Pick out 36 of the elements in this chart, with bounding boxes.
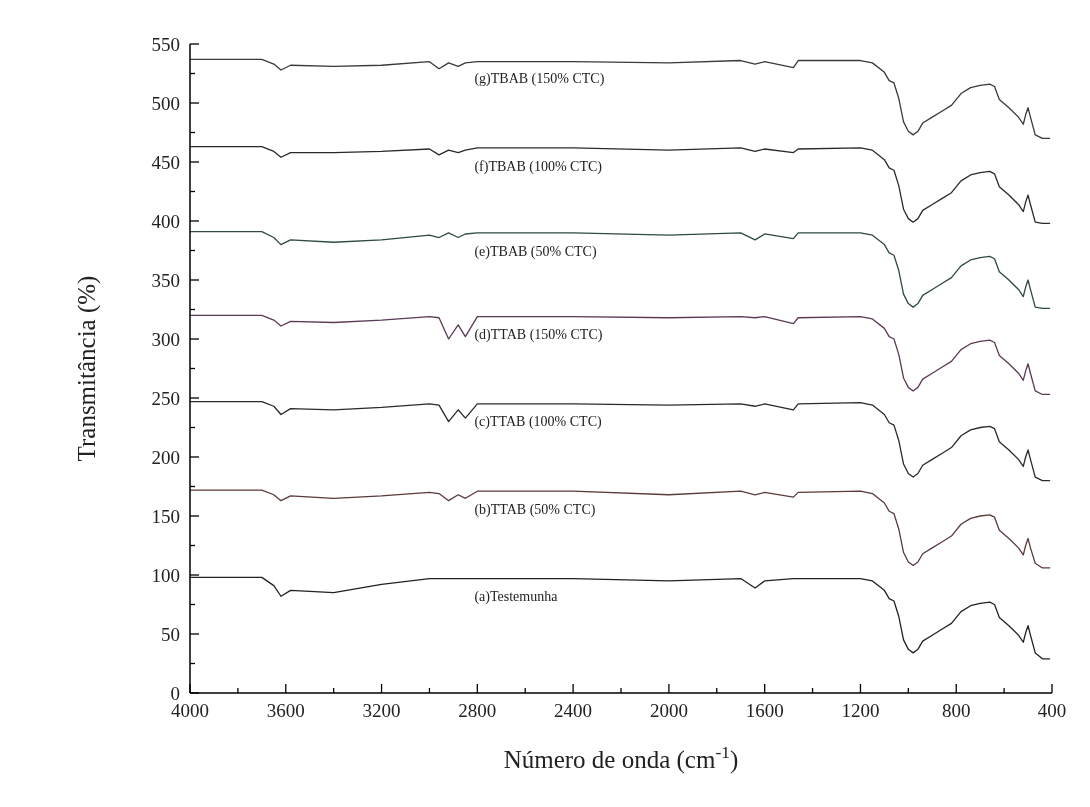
series-label: (c)TTAB (100% CTC) [474,413,602,430]
y-tick-label: 50 [161,623,180,645]
x-axis-title: Número de onda (cm$^{-1}$) [503,742,739,774]
line-series [189,58,1051,140]
x-tick-label: 2800 [458,700,497,721]
y-tick-label: 450 [151,151,180,173]
y-tick-label: 200 [151,446,180,468]
line-series [189,400,1051,482]
y-axis-title: Transmitância (%) [73,275,101,462]
series-label: (g)TBAB (150% CTC) [474,71,605,88]
x-tick-label: 2000 [649,700,688,721]
x-tick-label: 3200 [362,700,401,721]
series-label: (f)TBAB (100% CTC) [474,158,603,175]
series-label: (b)TTAB (50% CTC) [474,502,596,519]
x-tick-label: 400 [1037,700,1067,721]
x-tick-label: 2400 [554,700,593,721]
x-tick-label: 1600 [745,700,784,721]
line-series [189,314,1051,396]
y-tick-label: 350 [151,269,180,291]
x-tick-label: 800 [941,700,971,721]
y-tick-label: 300 [151,328,180,350]
line-series [189,489,1051,569]
y-tick-label: 250 [151,387,180,409]
series-label: (d)TTAB (150% CTC) [474,327,603,344]
line-series [189,576,1051,660]
x-tick-label: 3600 [266,700,305,721]
y-tick-label: 150 [151,505,180,527]
y-tick-label: 500 [151,92,180,114]
y-tick-label: 400 [151,210,180,232]
series-label: (e)TBAB (50% CTC) [474,243,597,260]
line-series [189,230,1051,309]
x-tick-label: 1200 [841,700,880,721]
y-tick-label: 550 [151,33,180,55]
line-series [189,146,1051,225]
series-label: (a)Testemunha [474,589,559,606]
y-tick-label: 100 [151,564,180,586]
